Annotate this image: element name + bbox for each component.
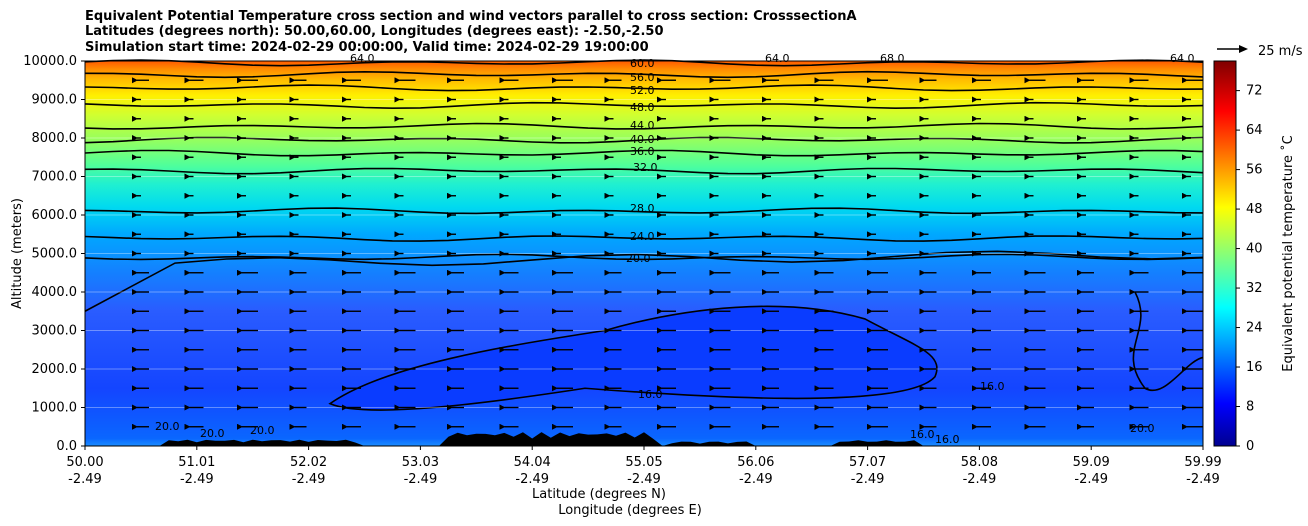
contour-line-48 (84, 101, 1204, 110)
y-tick-label: 2000.0 (32, 362, 78, 377)
contour-label: 16.0 (638, 388, 663, 401)
chart-title-line-2: Latitudes (degrees north): 50.00,60.00, … (85, 24, 664, 39)
y-tick-label: 7000.0 (32, 170, 78, 185)
x-tick-label-lat: 58.08 (961, 455, 998, 470)
contour-label: 48.0 (630, 101, 655, 114)
x-tick-label-lat: 56.06 (737, 455, 774, 470)
x-tick-label-lon: -2.49 (404, 472, 438, 487)
contour-line-40 (84, 136, 1204, 144)
contour-label: 28.0 (630, 202, 655, 215)
y-tick-label: 0.0 (56, 439, 77, 454)
colorbar-tick-label: 48 (1246, 202, 1263, 217)
cold-core-region (328, 305, 938, 411)
contour-label: 16.0 (935, 433, 960, 446)
colorbar-tick-label: 72 (1246, 84, 1263, 99)
x-tick-label-lat: 53.03 (402, 455, 439, 470)
y-tick-label: 6000.0 (32, 208, 78, 223)
contour-label: 64.0 (1170, 52, 1195, 65)
contour-label: 20.0 (626, 252, 651, 265)
y-tick-label: 5000.0 (32, 247, 78, 262)
colorbar-tick-label: 24 (1246, 321, 1263, 336)
contour-label: 64.0 (350, 52, 375, 65)
contour-line-60 (84, 59, 1204, 67)
x-tick-label-lon: -2.49 (851, 472, 885, 487)
x-tick-label-lat: 54.04 (514, 455, 551, 470)
contour-label: 20.0 (155, 420, 180, 433)
contour-label: 20.0 (250, 424, 275, 437)
contour-line-lower (84, 250, 1204, 312)
y-axis-label: Altitude (meters) (10, 198, 25, 309)
y-tick-label: 10000.0 (23, 54, 77, 69)
contour-line-32 (84, 167, 1204, 175)
contour-label: 32.0 (633, 161, 658, 174)
contour-label: 16.0 (910, 428, 935, 441)
x-tick-label-lat: 59.99 (1184, 455, 1221, 470)
x-tick-label-lon: -2.49 (1074, 472, 1108, 487)
colorbar-tick-label: 40 (1246, 242, 1263, 257)
x-tick-label-lon: -2.49 (292, 472, 326, 487)
contour-line-24 (84, 235, 1204, 242)
contour-line-20 (84, 253, 1204, 261)
contour-line-44 (84, 122, 1204, 130)
terrain (85, 432, 1203, 446)
contour-line-36 (84, 149, 1204, 157)
contour-label: 20.0 (200, 427, 225, 440)
x-tick-label-lon: -2.49 (180, 472, 214, 487)
y-tick-label: 4000.0 (32, 285, 78, 300)
contour-label: 68.0 (880, 52, 905, 65)
x-tick-label-lat: 50.00 (66, 455, 103, 470)
contour-line-52 (84, 84, 1204, 92)
contour-label: 56.0 (630, 71, 655, 84)
y-tick-label: 9000.0 (32, 93, 78, 108)
x-tick-label-lat: 59.09 (1073, 455, 1110, 470)
contour-label: 60.0 (630, 57, 655, 70)
x-tick-label-lon: -2.49 (627, 472, 661, 487)
colorbar-label: Equivalent potential temperature ˚C (1280, 135, 1296, 371)
contour-label: 64.0 (765, 52, 790, 65)
x-tick-label-lon: -2.49 (963, 472, 997, 487)
x-tick-label-lon: -2.49 (515, 472, 549, 487)
x-tick-label-lon: -2.49 (1186, 472, 1220, 487)
y-tick-label: 3000.0 (32, 324, 78, 339)
wind-key-arrow-head (1239, 45, 1248, 53)
wind-key-label: 25 m/s (1258, 44, 1303, 59)
contour-label: 40.0 (630, 133, 655, 146)
y-tick-label: 1000.0 (32, 401, 78, 416)
contour-label: 16.0 (980, 380, 1005, 393)
colorbar-tick-label: 64 (1246, 123, 1263, 138)
contour-label: 44.0 (630, 119, 655, 132)
contour-label: 52.0 (630, 84, 655, 97)
contour-line-28 (84, 207, 1204, 215)
colorbar-tick-label: 0 (1246, 439, 1254, 454)
x-tick-label-lon: -2.49 (68, 472, 102, 487)
x-tick-label-lat: 55.05 (625, 455, 662, 470)
x-tick-label-lat: 52.02 (290, 455, 327, 470)
colorbar-tick-label: 16 (1246, 360, 1263, 375)
contour-label: 24.0 (630, 230, 655, 243)
x-tick-label-lat: 57.07 (849, 455, 886, 470)
colorbar (1213, 60, 1237, 447)
y-tick-label: 8000.0 (32, 131, 78, 146)
x-axis-label-longitude: Longitude (degrees E) (558, 503, 702, 518)
colorbar-tick-label: 8 (1246, 400, 1254, 415)
chart-title-line-3: Simulation start time: 2024-02-29 00:00:… (85, 40, 649, 55)
contour-label: 20.0 (1130, 422, 1155, 435)
x-tick-label-lon: -2.49 (739, 472, 773, 487)
colorbar-tick-label: 32 (1246, 281, 1263, 296)
contour-label: 36.0 (630, 145, 655, 158)
x-tick-label-lat: 51.01 (178, 455, 215, 470)
chart-title-line-1: Equivalent Potential Temperature cross s… (85, 9, 857, 24)
colorbar-tick-label: 56 (1246, 163, 1263, 178)
x-axis-label-latitude: Latitude (degrees N) (532, 487, 666, 502)
contour-line-56 (84, 70, 1204, 79)
